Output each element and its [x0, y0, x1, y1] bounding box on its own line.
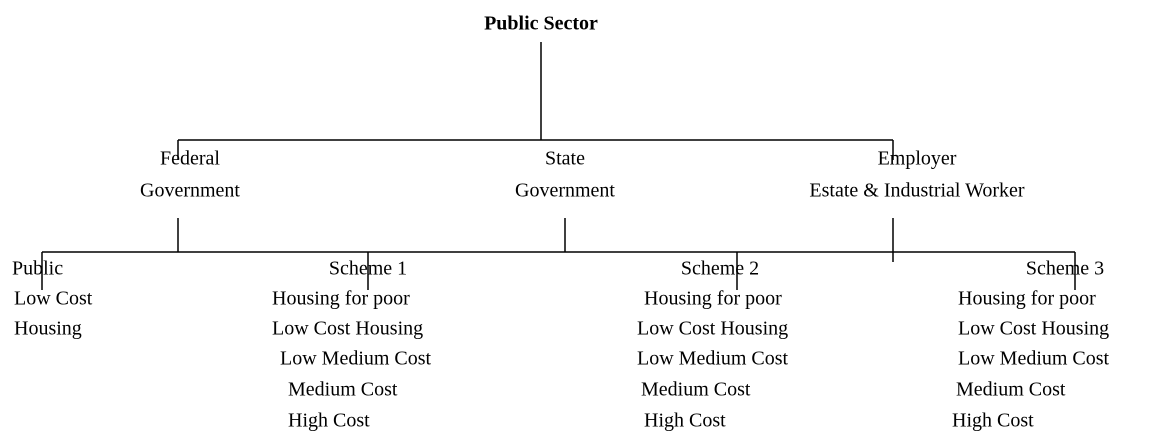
scheme-item: Medium Cost	[956, 379, 1066, 401]
branch-label: Federal	[160, 148, 220, 170]
scheme-item: Low Cost Housing	[637, 318, 788, 340]
scheme-item: High Cost	[952, 410, 1034, 432]
scheme-item: Low Cost	[14, 288, 93, 310]
scheme-item: Medium Cost	[288, 379, 398, 401]
scheme-heading: Scheme 3	[1026, 258, 1104, 280]
branch-label: Government	[515, 180, 615, 202]
scheme-item: Low Cost Housing	[958, 318, 1109, 340]
scheme-item: Medium Cost	[641, 379, 751, 401]
scheme-heading: Public	[12, 258, 63, 280]
scheme-item: Low Medium Cost	[280, 348, 432, 370]
scheme-heading: Scheme 2	[681, 258, 759, 280]
scheme-item: High Cost	[644, 410, 726, 432]
branch-label: Employer	[878, 148, 957, 170]
branch-label: State	[545, 148, 585, 170]
scheme-item: Low Medium Cost	[958, 348, 1110, 370]
scheme-item: Housing for poor	[644, 288, 782, 310]
scheme-item: Low Cost Housing	[272, 318, 423, 340]
scheme-item: Housing for poor	[272, 288, 410, 310]
scheme-item: High Cost	[288, 410, 370, 432]
branch-label: Estate & Industrial Worker	[809, 180, 1025, 202]
scheme-item: Low Medium Cost	[637, 348, 789, 370]
root-title: Public Sector	[484, 13, 598, 35]
scheme-item: Housing	[14, 318, 82, 340]
scheme-item: Housing for poor	[958, 288, 1096, 310]
scheme-heading: Scheme 1	[329, 258, 407, 280]
branch-label: Government	[140, 180, 240, 202]
